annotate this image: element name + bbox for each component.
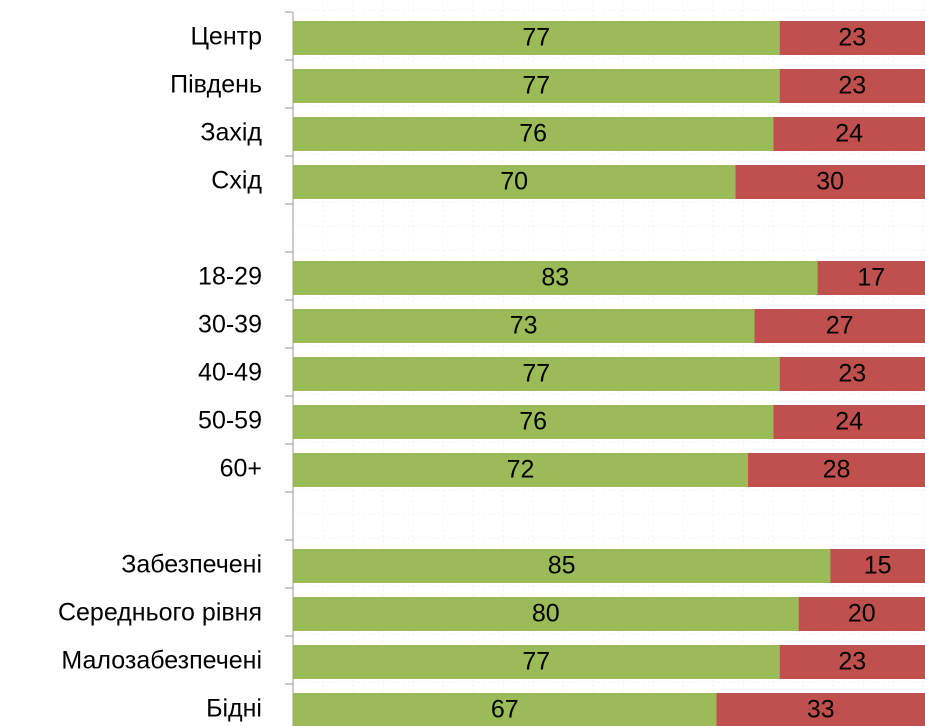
value-label: 23 [838, 648, 866, 676]
y-tick-label: Захід [200, 119, 262, 147]
value-label: 23 [838, 360, 866, 388]
bar-segment [779, 645, 925, 679]
bar-segment [773, 405, 925, 439]
bar-segment [293, 69, 780, 103]
bar-segment [779, 21, 925, 55]
bar-segment [293, 645, 780, 679]
bar-segment [293, 309, 755, 343]
bar-segment [716, 693, 925, 726]
value-label: 80 [532, 600, 560, 628]
y-tick-label: Бідні [206, 695, 262, 723]
value-label: 20 [848, 600, 876, 628]
value-label: 15 [864, 552, 892, 580]
bar-segment [293, 597, 799, 631]
y-tick-label: 40-49 [198, 359, 262, 387]
value-label: 24 [835, 120, 863, 148]
bar-segment [779, 357, 925, 391]
value-label: 76 [519, 120, 547, 148]
bar-segment [293, 549, 831, 583]
bar-segment [748, 453, 925, 487]
value-label: 85 [548, 552, 576, 580]
y-tick-label: 60+ [220, 455, 262, 483]
bar-segment [754, 309, 925, 343]
bar-segment [735, 165, 925, 199]
y-tick-label: Південь [170, 71, 262, 99]
bar-segment [293, 117, 774, 151]
bar-segment [779, 69, 925, 103]
bar-segment [817, 261, 925, 295]
value-label: 70 [500, 168, 528, 196]
bar-segment [293, 357, 780, 391]
value-label: 33 [807, 696, 835, 724]
bar-segment [773, 117, 925, 151]
bar-segment [293, 165, 736, 199]
bar-segment [293, 693, 717, 726]
bar-segment [798, 597, 925, 631]
y-tick-label: Малозабезпечені [61, 647, 262, 675]
value-label: 27 [826, 312, 854, 340]
value-label: 73 [510, 312, 538, 340]
bar-segment [293, 453, 749, 487]
value-label: 83 [541, 264, 569, 292]
y-tick-label: Середнього рівня [58, 599, 262, 627]
value-label: 67 [491, 696, 519, 724]
y-tick-label: Забезпечені [121, 551, 262, 579]
value-label: 23 [838, 72, 866, 100]
value-label: 23 [838, 24, 866, 52]
y-tick-label: 50-59 [198, 407, 262, 435]
bar-segment [830, 549, 925, 583]
value-label: 72 [507, 456, 535, 484]
y-tick-label: Схід [211, 167, 262, 195]
value-label: 28 [823, 456, 851, 484]
value-label: 76 [519, 408, 547, 436]
y-tick-label: Центр [190, 23, 262, 51]
bar-segment [293, 21, 780, 55]
bar-segment [293, 405, 774, 439]
value-label: 77 [522, 360, 550, 388]
value-label: 24 [835, 408, 863, 436]
value-label: 17 [857, 264, 885, 292]
y-tick-label: 30-39 [198, 311, 262, 339]
value-label: 77 [522, 24, 550, 52]
value-label: 77 [522, 648, 550, 676]
value-label: 30 [816, 168, 844, 196]
value-label: 77 [522, 72, 550, 100]
bar-segment [293, 261, 818, 295]
y-tick-label: 18-29 [198, 263, 262, 291]
